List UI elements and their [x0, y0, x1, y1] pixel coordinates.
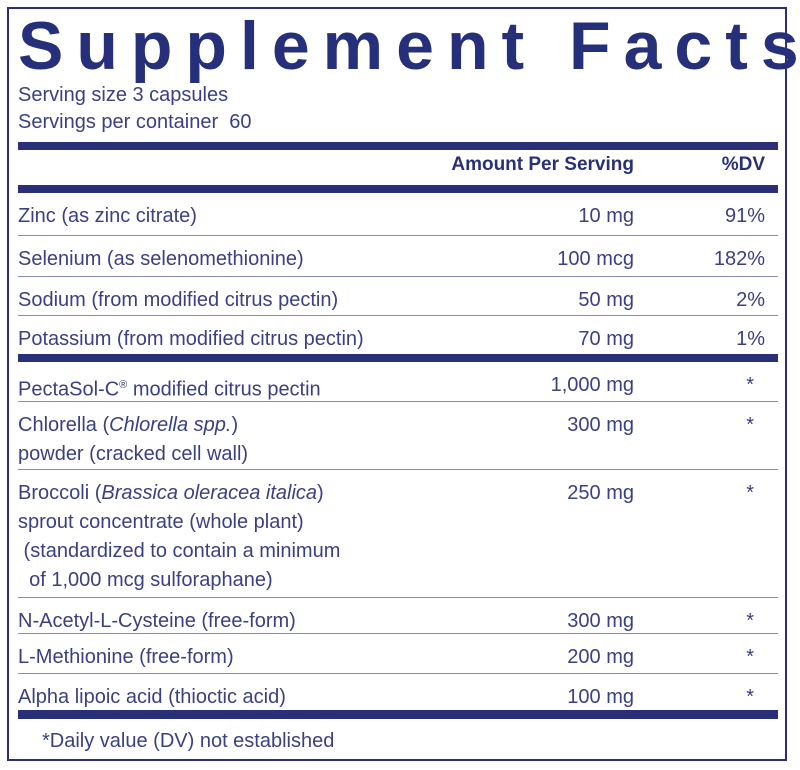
daily-value: * [746, 482, 754, 504]
daily-value: 1% [736, 328, 765, 350]
daily-value: 2% [736, 289, 765, 311]
name-text: Potassium (from modified citrus pectin) [18, 328, 364, 350]
daily-value: * [746, 414, 754, 436]
name-line: L-Methionine (free-form) [18, 643, 234, 672]
name-text: of 1,000 mcg sulforaphane) [18, 569, 273, 591]
table-row: Zinc (as zinc citrate) 10 mg 91% [18, 193, 778, 236]
name-text: N-Acetyl-L-Cysteine (free-form) [18, 610, 296, 632]
name-line: PectaSol-C® modified citrus pectin [18, 371, 321, 405]
table-row: N-Acetyl-L-Cysteine (free-form) 300 mg * [18, 598, 778, 634]
name-text: Broccoli ( [18, 482, 102, 504]
name-line: Chlorella (Chlorella spp.) [18, 411, 248, 440]
daily-value: * [746, 646, 754, 668]
name-text: Sodium (from modified citrus pectin) [18, 289, 339, 311]
nutrient-name: Potassium (from modified citrus pectin) [18, 325, 364, 354]
amount-per-serving: 300 mg [567, 414, 634, 436]
divider-bar [18, 185, 778, 193]
daily-value: * [746, 610, 754, 632]
daily-value: 182% [713, 248, 765, 270]
name-line: N-Acetyl-L-Cysteine (free-form) [18, 607, 296, 636]
amount-per-serving: 70 mg [578, 328, 634, 350]
name-line: powder (cracked cell wall) [18, 440, 248, 469]
amount-per-serving: 50 mg [578, 289, 634, 311]
table-row: Chlorella (Chlorella spp.) powder (cracke… [18, 402, 778, 470]
name-text: L-Methionine (free-form) [18, 646, 234, 668]
name-text: ® [119, 379, 128, 391]
nutrient-name: L-Methionine (free-form) [18, 643, 234, 672]
table-row: Potassium (from modified citrus pectin) 7… [18, 316, 778, 354]
name-text: ) [317, 482, 324, 504]
table-row: Broccoli (Brassica oleracea italica) spro… [18, 470, 778, 598]
name-text: Chlorella ( [18, 414, 110, 436]
nutrient-name: Chlorella (Chlorella spp.) powder (cracke… [18, 411, 248, 469]
name-line: of 1,000 mcg sulforaphane) [18, 566, 340, 595]
divider-bar [18, 354, 778, 362]
name-text: Zinc (as zinc citrate) [18, 205, 197, 227]
name-line: Alpha lipoic acid (thioctic acid) [18, 683, 286, 712]
table-row: Sodium (from modified citrus pectin) 50 m… [18, 277, 778, 316]
name-line: Selenium (as selenomethionine) [18, 245, 304, 274]
serving-size: Serving size 3 capsules [18, 84, 229, 106]
name-text: modified citrus pectin [127, 378, 321, 401]
name-text: Selenium (as selenomethionine) [18, 248, 304, 270]
nutrient-name: N-Acetyl-L-Cysteine (free-form) [18, 607, 296, 636]
name-text: Brassica oleracea italica [101, 482, 318, 504]
nutrient-name: Selenium (as selenomethionine) [18, 245, 304, 274]
amount-per-serving: 100 mg [567, 686, 634, 708]
name-line: Potassium (from modified citrus pectin) [18, 325, 364, 354]
footnote: *Daily value (DV) not established [42, 730, 335, 752]
divider-bar [18, 710, 778, 719]
amount-per-serving: 250 mg [567, 482, 634, 504]
name-text: Alpha lipoic acid (thioctic acid) [18, 686, 286, 708]
dv-header: %DV [721, 154, 765, 175]
name-line: (standardized to contain a minimum [18, 537, 341, 566]
nutrient-table: Zinc (as zinc citrate) 10 mg 91% Selenium (… [18, 193, 778, 719]
name-line: Broccoli (Brassica oleracea italica) [18, 479, 340, 508]
name-text: Chlorella spp. [109, 414, 232, 436]
daily-value: * [746, 686, 754, 708]
servings-per-container: Servings per container 60 [18, 111, 252, 133]
name-line: Zinc (as zinc citrate) [18, 202, 197, 231]
nutrient-name: Alpha lipoic acid (thioctic acid) [18, 683, 286, 712]
divider-bar [18, 142, 778, 150]
table-row: Alpha lipoic acid (thioctic acid) 100 mg * [18, 674, 778, 710]
table-row: L-Methionine (free-form) 200 mg * [18, 634, 778, 674]
amount-per-serving: 300 mg [567, 610, 634, 632]
name-text: (standardized to contain a minimum [18, 540, 341, 562]
amount-header: Amount Per Serving [451, 154, 634, 175]
nutrient-name: Broccoli (Brassica oleracea italica) spro… [18, 479, 340, 595]
name-text: sprout concentrate (whole plant) [18, 511, 304, 533]
name-line: sprout concentrate (whole plant) [18, 508, 340, 537]
daily-value: 91% [724, 205, 765, 227]
amount-per-serving: 200 mg [567, 646, 634, 668]
daily-value: * [746, 374, 754, 396]
table-row: PectaSol-C® modified citrus pectin 1,000 … [18, 362, 778, 402]
nutrient-name: Sodium (from modified citrus pectin) [18, 286, 338, 315]
name-line: Sodium (from modified citrus pectin) [18, 286, 338, 315]
name-text: ) [231, 414, 239, 436]
amount-per-serving: 1,000 mg [550, 374, 634, 396]
name-text: powder (cracked cell wall) [18, 443, 249, 465]
name-text: PectaSol-C [18, 378, 120, 401]
amount-per-serving: 100 mcg [557, 248, 634, 270]
label-title: Supplement Facts [18, 8, 800, 84]
label-frame [7, 7, 787, 761]
table-row: Selenium (as selenomethionine) 100 mcg 182… [18, 236, 778, 277]
nutrient-name: PectaSol-C® modified citrus pectin [18, 371, 321, 405]
amount-per-serving: 10 mg [578, 205, 634, 227]
nutrient-name: Zinc (as zinc citrate) [18, 202, 197, 231]
